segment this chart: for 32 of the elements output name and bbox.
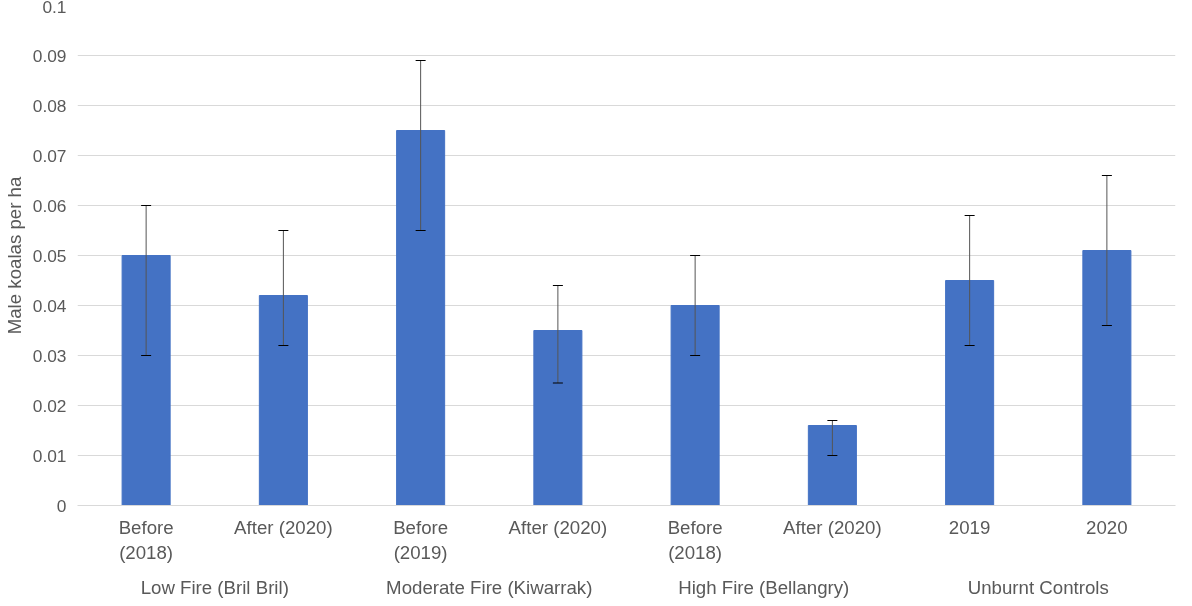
bar — [670, 305, 720, 506]
x-tick-label: After (2020) — [783, 516, 882, 538]
text: High Fire (Bellangry) — [678, 576, 850, 598]
bar — [258, 295, 308, 506]
x-tick-label: Before (2019) — [393, 516, 449, 563]
text: Low Fire (Bril Bril) — [140, 576, 289, 598]
x-tick-label: After (2020) — [234, 516, 333, 538]
y-tick-label: 0.07 — [32, 145, 67, 166]
y-tick-label: 0.02 — [32, 395, 67, 416]
bar — [396, 130, 446, 506]
y-tick-label: 0.08 — [32, 95, 67, 116]
y-tick-label: 0 — [56, 495, 67, 516]
bar — [533, 330, 583, 506]
bar — [121, 255, 171, 506]
x-tick-label: Before (2018) — [118, 516, 174, 563]
y-tick-label: 0.05 — [32, 245, 67, 266]
y-tick-label: 0.03 — [32, 345, 67, 366]
y-tick-label: 0.1 — [42, 0, 67, 17]
x-tick-label: 2020 — [1086, 516, 1128, 538]
text: Unburnt Controls — [967, 576, 1109, 598]
bar — [1082, 250, 1132, 506]
x-tick-label: 2019 — [948, 516, 991, 538]
text: Moderate Fire (Kiwarrak) — [386, 576, 593, 598]
x-tick-label: Before (2018) — [667, 516, 723, 563]
x-tick-label: After (2020) — [508, 516, 608, 538]
y-tick-label: 0.04 — [32, 295, 67, 316]
bar — [807, 425, 857, 506]
y-axis-title: Male koalas per ha — [3, 176, 25, 335]
bar — [945, 280, 995, 506]
y-tick-label: 0.06 — [32, 195, 67, 216]
y-tick-label: 0.01 — [32, 445, 67, 466]
y-tick-label: 0.09 — [32, 45, 67, 66]
